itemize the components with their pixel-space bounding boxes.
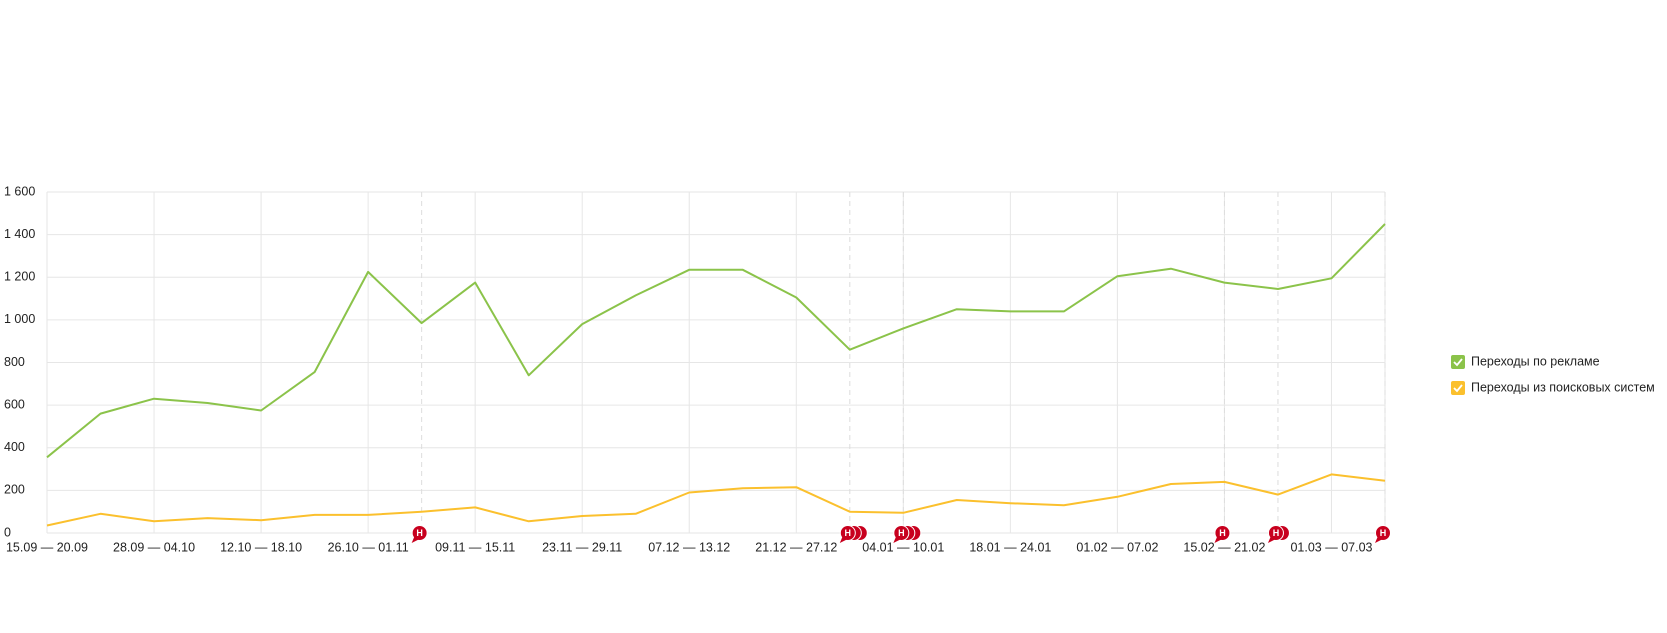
- event-marker[interactable]: Н: [1267, 525, 1290, 544]
- event-tail: [1375, 536, 1383, 543]
- legend-label: Переходы по рекламе: [1471, 354, 1600, 368]
- event-label: Н: [1219, 528, 1226, 538]
- event-label: Н: [1273, 528, 1280, 538]
- y-tick-label: 1 200: [4, 270, 35, 284]
- event-marker[interactable]: Н: [893, 525, 922, 544]
- y-tick-label: 800: [4, 355, 25, 369]
- x-tick-label: 28.09 — 04.10: [113, 540, 195, 554]
- legend-check: [1453, 384, 1463, 393]
- x-tick-label: 15.09 — 20.09: [6, 540, 88, 554]
- event-label: Н: [898, 528, 905, 538]
- event-tail: [893, 536, 902, 543]
- x-tick-label: 04.01 — 10.01: [862, 540, 944, 554]
- x-tick-label: 01.03 — 07.03: [1290, 540, 1372, 554]
- event-tail: [1267, 536, 1276, 543]
- series-line: [46, 223, 1386, 459]
- event-tail: [839, 536, 848, 543]
- legend-item[interactable]: Переходы по рекламе: [1451, 354, 1600, 369]
- event-label: Н: [845, 528, 852, 538]
- x-tick-label: 07.12 — 13.12: [648, 540, 730, 554]
- x-tick-label: 15.02 — 21.02: [1183, 540, 1265, 554]
- event-label: Н: [1380, 528, 1387, 538]
- event-marker[interactable]: Н: [839, 525, 868, 544]
- x-tick-label: 09.11 — 15.11: [435, 540, 515, 554]
- event-marker[interactable]: Н: [411, 525, 428, 544]
- event-marker[interactable]: Н: [1214, 525, 1231, 544]
- y-tick-label: 1 600: [4, 184, 35, 198]
- y-tick-label: 0: [4, 525, 11, 539]
- event-tail: [411, 536, 420, 543]
- series-line: [46, 473, 1386, 527]
- y-tick-label: 1 000: [4, 312, 35, 326]
- legend-checkbox: [1451, 381, 1465, 395]
- event-label: Н: [416, 528, 423, 538]
- y-tick-label: 400: [4, 440, 25, 454]
- legend-checkbox: [1451, 355, 1465, 369]
- y-tick-label: 1 400: [4, 227, 35, 241]
- legend-check: [1453, 358, 1463, 367]
- x-tick-label: 12.10 — 18.10: [220, 540, 302, 554]
- x-tick-label: 23.11 — 29.11: [542, 540, 622, 554]
- event-marker[interactable]: Н: [1375, 525, 1391, 544]
- x-tick-label: 18.01 — 24.01: [969, 540, 1051, 554]
- legend-label: Переходы из поисковых систем: [1471, 380, 1655, 394]
- y-tick-label: 600: [4, 397, 25, 411]
- legend-item[interactable]: Переходы из поисковых систем: [1451, 380, 1655, 395]
- x-tick-label: 26.10 — 01.11: [328, 540, 409, 554]
- y-tick-label: 200: [4, 483, 25, 497]
- event-tail: [1214, 536, 1223, 543]
- x-tick-label: 21.12 — 27.12: [755, 540, 837, 554]
- x-tick-label: 01.02 — 07.02: [1076, 540, 1158, 554]
